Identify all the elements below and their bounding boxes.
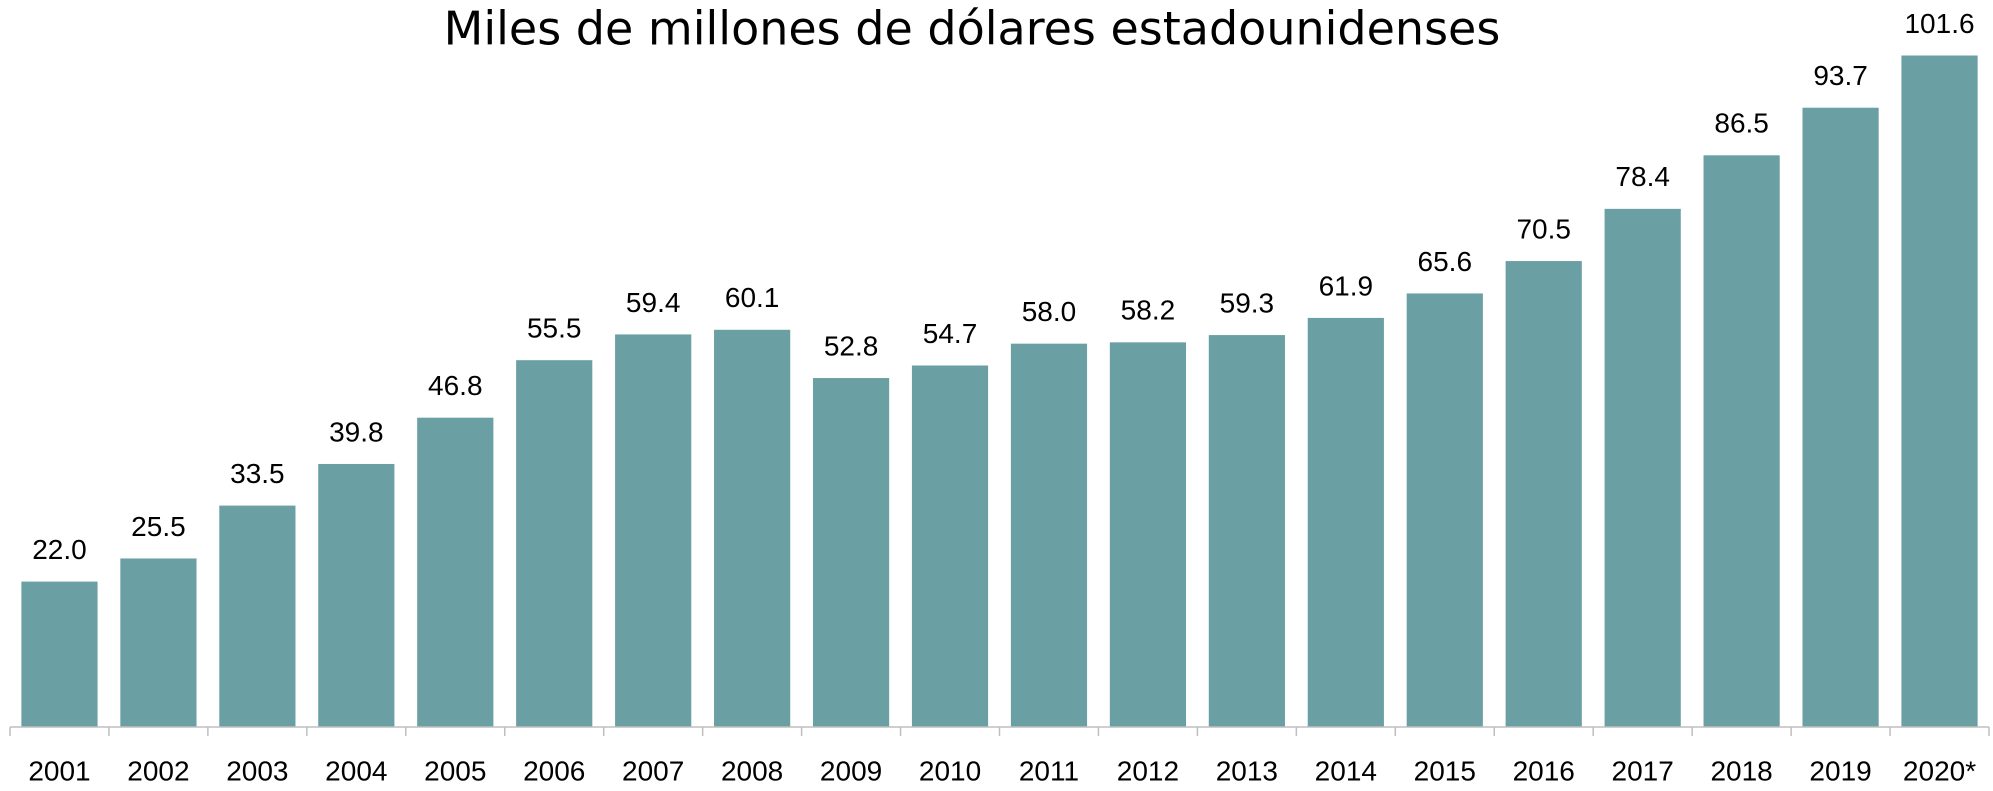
x-tick-label: 2006 [523,755,585,786]
x-tick-label: 2019 [1809,755,1871,786]
value-label: 55.5 [527,313,582,344]
value-label: 60.1 [725,282,780,313]
bar [318,463,395,727]
bar [1010,343,1088,727]
value-label: 58.0 [1022,296,1077,327]
value-label: 59.4 [626,287,681,318]
x-tick-label: 2018 [1710,755,1772,786]
x-tick-label: 2011 [1019,755,1079,786]
bar [1703,155,1780,728]
x-tick-label: 2010 [919,755,981,786]
x-tick-label: 2003 [226,755,288,786]
x-tick-label: 2014 [1315,755,1377,786]
x-tick-label: 2017 [1612,755,1674,786]
bar [615,334,692,727]
bar [1307,317,1384,727]
value-label: 46.8 [428,370,483,401]
bar [1109,342,1187,727]
value-label: 70.5 [1516,213,1571,244]
x-tick-label: 2001 [28,755,90,786]
x-tick-label: 2013 [1216,755,1278,786]
value-label: 59.3 [1220,287,1275,318]
x-tick-label: 2002 [127,755,189,786]
bar [714,329,791,727]
value-label: 54.7 [923,318,978,349]
value-label: 65.6 [1418,246,1473,277]
x-tick-label: 2008 [721,755,783,786]
bar [1604,208,1681,727]
value-label: 33.5 [230,458,285,489]
bar [1505,261,1582,727]
x-tick-label: 2015 [1414,755,1476,786]
bar [1406,293,1483,727]
bar [120,558,197,727]
bar [1901,55,1978,728]
bar [1208,335,1285,727]
value-label: 61.9 [1319,270,1374,301]
x-tick-label: 2012 [1117,755,1179,786]
x-tick-label: 2004 [325,755,387,786]
value-label: 25.5 [131,511,186,542]
bar [1802,107,1879,728]
value-label: 101.6 [1904,8,1974,39]
value-label: 22.0 [32,534,87,565]
x-tick-label: 2009 [820,755,882,786]
x-tick-label: 2016 [1513,755,1575,786]
value-label: 52.8 [824,330,879,361]
bar [417,417,494,727]
bar [516,360,593,727]
chart-title: Miles de millones de dólares estadounide… [444,2,1501,56]
value-label: 58.2 [1121,295,1176,326]
value-label: 86.5 [1714,108,1769,139]
x-tick-label: 2020* [1903,755,1976,786]
bar [21,581,98,727]
value-label: 78.4 [1615,161,1670,192]
bar [219,505,296,727]
value-label: 39.8 [329,416,384,447]
value-label: 93.7 [1813,60,1868,91]
bar [911,365,989,727]
x-tick-label: 2005 [424,755,486,786]
bar [812,378,890,727]
x-tick-label: 2007 [622,755,684,786]
